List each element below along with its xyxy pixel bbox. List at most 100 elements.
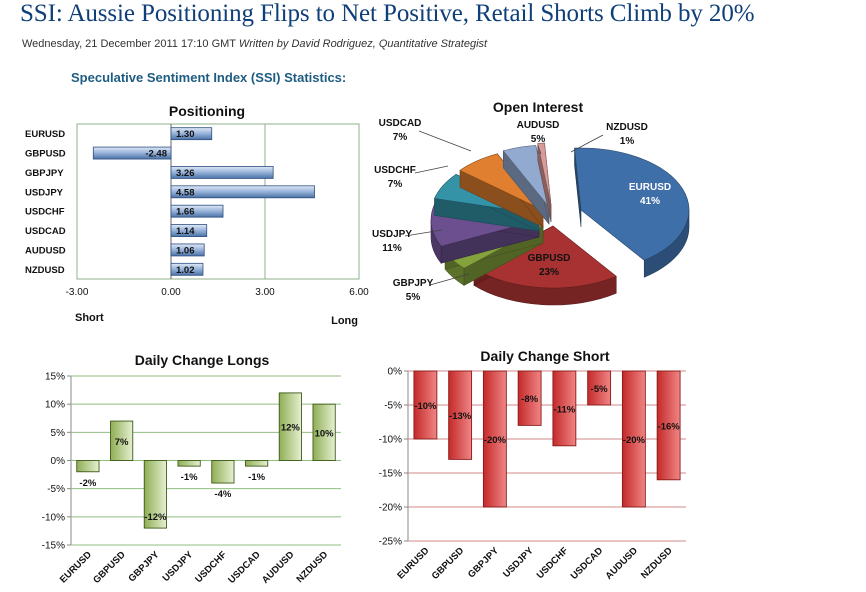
data-label-eurusd: -10%: [414, 401, 437, 412]
bar-usdcad: [170, 224, 208, 237]
pie-value-usdcad: 7%: [393, 132, 408, 143]
pie-slice-eurusd: [574, 147, 690, 278]
data-label-usdjpy: -1%: [181, 472, 198, 483]
pie-leader-line: [537, 145, 542, 155]
category-label-audusd: AUDUSD: [603, 545, 640, 582]
data-label-usdjpy: 4.58: [176, 187, 195, 198]
y-tick-label: 0%: [388, 367, 403, 378]
pie-label-usdcad: USDCAD: [379, 118, 422, 129]
data-label-usdcad: -5%: [591, 384, 608, 395]
bar-usdchf: [552, 370, 577, 447]
y-tick-label: -10%: [379, 435, 402, 446]
bar-usdchf: [170, 204, 224, 218]
y-tick-label: -25%: [379, 537, 402, 548]
pie-value-usdchf: 7%: [388, 179, 403, 190]
category-label-usdcad: USDCAD: [25, 226, 66, 237]
daily-change-longs-chart: Daily Change Longs 15% 10% 5% 0% -5% -10% -15%…: [42, 352, 341, 586]
category-label-usdchf: USDCHF: [535, 545, 571, 581]
positioning-chart: Positioning Short Long -3.00 0.00 3.00 6.00…: [25, 103, 369, 327]
long-label: Long: [331, 315, 358, 327]
data-label-nzdusd: 10%: [315, 428, 335, 439]
category-label-nzdusd: NZDUSD: [25, 265, 65, 276]
page-title: SSI: Aussie Positioning Flips to Net Pos…: [20, 0, 755, 27]
data-label-gbpjpy: -20%: [484, 435, 507, 446]
data-label-audusd: -20%: [623, 435, 646, 446]
pie-leader-line: [429, 273, 470, 286]
bar-usdcad: [587, 370, 612, 406]
pie-leader-line: [418, 130, 472, 152]
category-label-gbpusd: GBPUSD: [91, 549, 128, 586]
category-label-gbpusd: GBPUSD: [25, 149, 66, 160]
bar-usdchf: [211, 460, 235, 484]
data-label-usdcad: 1.14: [176, 226, 195, 237]
pie-label-gbpusd: GBPUSD: [528, 253, 571, 264]
pie-value-usdjpy: 11%: [382, 243, 402, 254]
pie-slice-nzdusd: [537, 142, 552, 223]
short-label: Short: [75, 312, 104, 324]
category-label-usdjpy: USDJPY: [501, 545, 536, 580]
daily-change-longs-title: Daily Change Longs: [135, 352, 270, 368]
y-tick-label: -15%: [42, 541, 65, 552]
data-label-nzdusd: -16%: [658, 421, 681, 432]
pie-leader-line: [404, 229, 443, 237]
data-label-gbpusd: -2.48: [145, 149, 167, 160]
category-label-usdcad: USDCAD: [226, 549, 263, 586]
pie-label-usdjpy: USDJPY: [372, 229, 412, 240]
byline: Wednesday, 21 December 2011 17:10 GMT Wr…: [22, 38, 487, 50]
pie-leader-line: [570, 134, 604, 153]
bar-gbpjpy: [143, 460, 167, 529]
pie-value-nzdusd: 1%: [620, 136, 635, 147]
open-interest-title: Open Interest: [493, 99, 584, 115]
bar-usdcad: [245, 460, 269, 467]
data-label-eurusd: 1.30: [176, 129, 195, 140]
category-label-gbpjpy: GBPJPY: [25, 168, 64, 179]
data-label-usdjpy: -8%: [521, 394, 538, 405]
bar-gbpusd: [92, 146, 172, 160]
y-tick-label: -5%: [47, 484, 65, 495]
bar-gbpusd: [110, 420, 134, 461]
data-label-gbpjpy: 3.26: [176, 168, 195, 179]
category-label-nzdusd: NZDUSD: [639, 545, 675, 581]
category-label-nzdusd: NZDUSD: [294, 549, 330, 585]
category-label-eurusd: EURUSD: [58, 549, 94, 585]
category-label-audusd: AUDUSD: [25, 245, 66, 256]
category-label-gbpjpy: GBPJPY: [126, 549, 162, 585]
y-tick-label: -10%: [42, 512, 65, 523]
bar-usdjpy: [517, 370, 542, 426]
data-label-audusd: 1.06: [176, 245, 195, 256]
data-label-eurusd: -2%: [79, 478, 96, 489]
daily-change-short-chart: Daily Change Short 0% -5% -10% -15% -20% -25%…: [379, 348, 686, 582]
author-line: Written by David Rodriguez, Quantitative…: [238, 38, 488, 50]
y-tick-label: 15%: [45, 372, 65, 383]
x-tick-label: 6.00: [349, 287, 369, 298]
category-label-usdcad: USDCAD: [569, 545, 606, 582]
data-label-usdchf: 1.66: [176, 207, 195, 218]
category-label-usdjpy: USDJPY: [25, 187, 64, 198]
data-label-gbpusd: 7%: [115, 437, 129, 448]
data-label-audusd: 12%: [281, 423, 301, 434]
x-tick-label: -3.00: [66, 287, 89, 298]
data-label-nzdusd: 1.02: [176, 265, 195, 276]
pie-value-gbpjpy: 5%: [406, 292, 421, 303]
bar-nzdusd: [170, 262, 204, 276]
publish-date: Wednesday, 21 December 2011 17:10 GMT: [22, 38, 236, 50]
y-tick-label: 10%: [45, 400, 65, 411]
category-label-gbpjpy: GBPJPY: [466, 545, 502, 581]
data-label-usdcad: -1%: [248, 472, 265, 483]
bar-audusd: [170, 243, 205, 257]
data-label-usdchf: -4%: [214, 489, 231, 500]
x-tick-label: 0.00: [161, 287, 181, 298]
category-label-eurusd: EURUSD: [395, 545, 431, 581]
pie-value-audusd: 5%: [531, 134, 546, 145]
pie-label-usdchf: USDCHF: [374, 165, 416, 176]
category-label-eurusd: EURUSD: [25, 129, 65, 140]
pie-label-gbpjpy: GBPJPY: [393, 278, 434, 289]
category-label-audusd: AUDUSD: [260, 549, 297, 586]
category-label-usdjpy: USDJPY: [161, 549, 196, 584]
pie-label-audusd: AUDUSD: [517, 120, 560, 131]
bar-gbpjpy: [482, 370, 507, 508]
positioning-chart-title: Positioning: [169, 103, 245, 119]
data-label-gbpjpy: -12%: [144, 512, 167, 523]
pie-label-nzdusd: NZDUSD: [606, 122, 648, 133]
bar-audusd: [278, 392, 302, 461]
